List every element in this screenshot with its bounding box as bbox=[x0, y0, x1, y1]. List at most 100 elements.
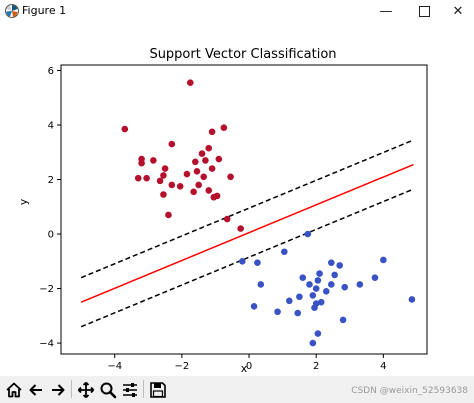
data-point-class-blue bbox=[314, 330, 322, 337]
data-point-class-blue bbox=[309, 339, 317, 347]
data-point-class-red bbox=[121, 125, 129, 133]
data-point-class-red bbox=[220, 124, 228, 132]
data-point-class-red bbox=[176, 183, 184, 190]
window-title: Figure 1 bbox=[22, 4, 67, 17]
data-point-class-red bbox=[237, 225, 244, 232]
data-point-class-red bbox=[143, 174, 150, 182]
minimize-button[interactable]: — bbox=[366, 0, 406, 22]
svc-chart: Support Vector Classification −4 −2 0 2 4 −4 −… bbox=[17, 47, 428, 375]
data-point-class-blue bbox=[314, 277, 322, 284]
window-titlebar: Figure 1 — ✕ bbox=[0, 0, 474, 22]
data-point-class-red bbox=[160, 191, 167, 198]
data-point-class-red bbox=[205, 187, 213, 194]
zoom-button[interactable] bbox=[97, 379, 119, 401]
data-point-class-blue bbox=[286, 297, 293, 305]
margin-line-lower bbox=[80, 188, 414, 328]
decision-boundary-line bbox=[80, 163, 414, 303]
home-icon bbox=[6, 382, 22, 398]
x-tick-label: 0 bbox=[246, 361, 252, 372]
maximize-button[interactable] bbox=[404, 0, 444, 22]
move-icon bbox=[77, 381, 95, 399]
y-tick-label: −2 bbox=[39, 284, 54, 295]
data-point-class-red bbox=[160, 172, 167, 179]
data-point-class-blue bbox=[328, 281, 335, 288]
minimize-icon: — bbox=[379, 3, 393, 19]
y-axis-label: y bbox=[17, 198, 30, 205]
data-point-class-red bbox=[165, 211, 172, 219]
chart-title: Support Vector Classification bbox=[149, 47, 336, 62]
data-point-class-blue bbox=[317, 298, 325, 306]
x-tick-label: 4 bbox=[380, 361, 386, 372]
data-point-class-red bbox=[208, 128, 216, 136]
close-icon: ✕ bbox=[452, 3, 464, 19]
x-tick-label: −4 bbox=[107, 361, 122, 372]
margin-line-upper bbox=[80, 139, 414, 279]
data-point-class-blue bbox=[294, 309, 302, 317]
data-point-class-blue bbox=[408, 296, 416, 303]
data-point-class-blue bbox=[254, 259, 261, 266]
close-button[interactable]: ✕ bbox=[438, 0, 474, 22]
data-point-class-blue bbox=[316, 270, 323, 277]
data-point-class-blue bbox=[322, 287, 330, 295]
data-point-class-red bbox=[134, 174, 142, 182]
data-point-class-blue bbox=[299, 274, 307, 281]
data-point-class-red bbox=[200, 173, 208, 181]
data-point-class-red bbox=[205, 144, 213, 152]
watermark-text: CSDN @weixin_52593638 bbox=[351, 386, 468, 396]
figure-canvas: Support Vector Classification −4 −2 0 2 4 −4 −… bbox=[0, 22, 474, 376]
y-tick-label: 6 bbox=[48, 66, 54, 77]
data-point-class-blue bbox=[339, 316, 347, 324]
home-button[interactable] bbox=[3, 379, 25, 401]
data-point-class-blue bbox=[309, 292, 317, 299]
data-point-class-blue bbox=[296, 293, 303, 301]
y-tick-label: 4 bbox=[48, 120, 54, 131]
arrow-left-icon bbox=[29, 384, 42, 396]
data-point-class-red bbox=[223, 215, 231, 223]
subplots-button[interactable] bbox=[119, 379, 141, 401]
data-point-class-red bbox=[150, 157, 157, 164]
data-point-class-red bbox=[138, 159, 145, 167]
data-point-class-blue bbox=[341, 283, 349, 291]
forward-button[interactable] bbox=[47, 379, 69, 401]
x-tick-label: 2 bbox=[313, 361, 319, 372]
toolbar-separator bbox=[143, 380, 144, 398]
data-point-class-red bbox=[210, 193, 218, 201]
data-point-class-blue bbox=[306, 281, 313, 288]
data-point-class-blue bbox=[239, 258, 246, 265]
floppy-icon bbox=[150, 382, 166, 398]
back-button[interactable] bbox=[25, 379, 47, 401]
x-tick-label: −2 bbox=[175, 361, 190, 372]
y-tick-label: −4 bbox=[39, 339, 54, 350]
pan-button[interactable] bbox=[75, 379, 97, 401]
x-axis-label: x bbox=[241, 362, 248, 375]
data-point-class-blue bbox=[311, 304, 318, 311]
data-point-class-blue bbox=[280, 248, 288, 256]
data-point-class-blue bbox=[371, 274, 379, 281]
data-point-class-blue bbox=[356, 281, 364, 288]
data-point-class-blue bbox=[336, 262, 343, 269]
magnifier-icon bbox=[100, 382, 117, 399]
data-point-class-blue bbox=[257, 281, 265, 288]
y-tick-label: 2 bbox=[48, 175, 54, 186]
data-point-class-blue bbox=[380, 256, 387, 264]
data-point-class-red bbox=[186, 79, 194, 87]
save-button[interactable] bbox=[147, 379, 169, 401]
data-point-class-red bbox=[227, 173, 234, 181]
data-point-class-red bbox=[208, 165, 216, 172]
sliders-icon bbox=[123, 383, 137, 397]
data-point-class-red bbox=[156, 177, 164, 185]
maximize-icon bbox=[418, 5, 430, 17]
data-point-class-blue bbox=[304, 230, 312, 238]
data-point-class-red bbox=[168, 181, 176, 189]
data-point-class-red bbox=[183, 170, 191, 178]
data-point-class-red bbox=[215, 155, 223, 163]
data-point-class-red bbox=[190, 188, 197, 196]
data-point-class-red bbox=[202, 157, 209, 164]
matplotlib-logo-icon bbox=[5, 4, 19, 18]
data-point-class-blue bbox=[331, 271, 338, 279]
data-point-class-red bbox=[168, 140, 176, 148]
data-point-class-red bbox=[198, 150, 206, 157]
arrow-right-icon bbox=[52, 384, 65, 396]
data-point-class-blue bbox=[328, 259, 335, 266]
y-tick-label: 0 bbox=[48, 230, 54, 241]
